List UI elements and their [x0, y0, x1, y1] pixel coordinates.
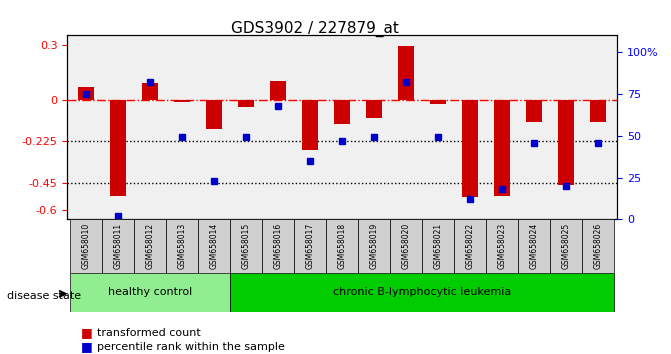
FancyBboxPatch shape [391, 219, 422, 273]
FancyBboxPatch shape [358, 219, 391, 273]
Text: GSM658026: GSM658026 [594, 223, 603, 269]
Text: percentile rank within the sample: percentile rank within the sample [97, 342, 285, 352]
Bar [302, 100, 318, 149]
FancyBboxPatch shape [198, 219, 230, 273]
Text: healthy control: healthy control [108, 287, 193, 297]
Bar [462, 100, 478, 198]
Text: GSM658018: GSM658018 [338, 223, 347, 269]
FancyBboxPatch shape [230, 219, 262, 273]
Text: GSM658025: GSM658025 [562, 223, 570, 269]
FancyBboxPatch shape [550, 219, 582, 273]
Bar [110, 100, 126, 195]
Bar [558, 100, 574, 184]
Text: GSM658017: GSM658017 [306, 223, 315, 269]
FancyBboxPatch shape [294, 219, 326, 273]
Text: GSM658022: GSM658022 [466, 223, 474, 269]
FancyBboxPatch shape [422, 219, 454, 273]
Bar [142, 83, 158, 100]
Text: GSM658010: GSM658010 [82, 223, 91, 269]
Bar [270, 81, 287, 100]
Bar [206, 100, 222, 129]
Text: GSM658013: GSM658013 [178, 223, 187, 269]
Bar [174, 100, 191, 102]
Text: GSM658011: GSM658011 [114, 223, 123, 269]
Text: GSM658016: GSM658016 [274, 223, 282, 269]
FancyBboxPatch shape [518, 219, 550, 273]
FancyBboxPatch shape [454, 219, 486, 273]
FancyBboxPatch shape [230, 273, 614, 312]
FancyBboxPatch shape [582, 219, 614, 273]
Bar [334, 100, 350, 124]
Text: GSM658014: GSM658014 [210, 223, 219, 269]
Text: GSM658015: GSM658015 [242, 223, 251, 269]
Text: chronic B-lymphocytic leukemia: chronic B-lymphocytic leukemia [333, 287, 511, 297]
FancyBboxPatch shape [326, 219, 358, 273]
FancyBboxPatch shape [262, 219, 294, 273]
Bar [494, 100, 510, 195]
Text: GSM658021: GSM658021 [433, 223, 443, 269]
Bar [590, 100, 606, 122]
Text: GSM658019: GSM658019 [370, 223, 378, 269]
Text: GDS3902 / 227879_at: GDS3902 / 227879_at [231, 21, 399, 38]
Bar [366, 100, 382, 118]
FancyBboxPatch shape [486, 219, 518, 273]
FancyBboxPatch shape [166, 219, 198, 273]
FancyBboxPatch shape [134, 219, 166, 273]
Text: GSM658012: GSM658012 [146, 223, 155, 269]
Text: transformed count: transformed count [97, 328, 201, 338]
Text: GSM658023: GSM658023 [498, 223, 507, 269]
Bar [79, 87, 95, 100]
Bar [526, 100, 542, 122]
FancyBboxPatch shape [70, 219, 102, 273]
Text: disease state: disease state [7, 291, 81, 301]
Text: GSM658024: GSM658024 [529, 223, 539, 269]
Bar [238, 100, 254, 107]
Text: ■: ■ [81, 326, 93, 339]
Text: ■: ■ [81, 341, 93, 353]
Bar [398, 46, 414, 100]
FancyBboxPatch shape [70, 273, 230, 312]
Text: GSM658020: GSM658020 [402, 223, 411, 269]
Bar [430, 100, 446, 103]
FancyBboxPatch shape [102, 219, 134, 273]
